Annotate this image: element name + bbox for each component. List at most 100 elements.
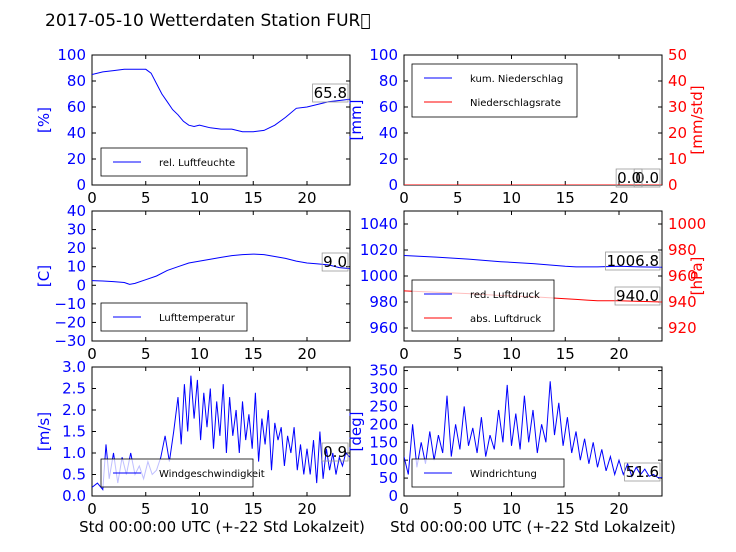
legend-entry: Windgeschwindigkeit bbox=[159, 469, 265, 480]
y-axis-label: [m/s] bbox=[35, 412, 53, 451]
y-tick-label: 300 bbox=[369, 380, 398, 398]
y-tick-label: 0 bbox=[76, 276, 86, 294]
series-line-rel-luftfeuchte bbox=[92, 68, 350, 133]
x-tick-label: 5 bbox=[453, 500, 463, 518]
axes-frame bbox=[403, 366, 663, 497]
current-value-box bbox=[321, 252, 349, 272]
legend-entry: rel. Luftfeuchte bbox=[159, 158, 235, 169]
y-axis-label: [mm] bbox=[347, 100, 365, 141]
x-tick-label: 10 bbox=[190, 500, 209, 518]
y-axis-label: [deg] bbox=[347, 412, 365, 452]
y-tick-label: 960 bbox=[369, 319, 398, 337]
subplot-windspeed: 0 5 10 15 20 0.0 0.5 1.0 1.5 2.0 2.5 3.0 [m/s] Windge… bbox=[35, 358, 351, 518]
y-tick-label: 30 bbox=[67, 221, 86, 239]
y-tick-label: 80 bbox=[67, 72, 86, 90]
legend-entry: abs. Luftdruck bbox=[470, 314, 541, 325]
y-tick-label: 150 bbox=[369, 433, 398, 451]
y-tick-label: 100 bbox=[57, 46, 86, 64]
x-tick-label: 10 bbox=[502, 345, 521, 363]
legend-box bbox=[411, 279, 555, 332]
x-tick-label: 20 bbox=[297, 500, 316, 518]
y-right-axis-label: [mm/std] bbox=[688, 85, 706, 154]
y-right-tick-label: 940 bbox=[668, 293, 697, 311]
y-tick-label: 0 bbox=[388, 176, 398, 194]
axes-frame bbox=[91, 54, 351, 186]
y-right-tick-label: 50 bbox=[668, 46, 687, 64]
series-line-red-luftdruck bbox=[404, 255, 662, 268]
legend-entry: Niederschlagsrate bbox=[470, 98, 561, 109]
y-right-tick-label: 10 bbox=[668, 150, 687, 168]
series-line-lufttemperatur bbox=[92, 253, 350, 285]
y-right-tick-label: 920 bbox=[668, 319, 697, 337]
y-tick-label: 0.5 bbox=[62, 466, 86, 484]
x-tick-label: 10 bbox=[502, 189, 521, 207]
x-tick-label: 5 bbox=[141, 345, 151, 363]
x-tick-label: 0 bbox=[87, 189, 97, 207]
y-tick-label: 980 bbox=[369, 293, 398, 311]
x-tick-label: 5 bbox=[141, 500, 151, 518]
x-axis-label-right: Std 00:00:00 UTC (+-22 Std Lokalzeit) bbox=[390, 518, 676, 536]
current-value-box bbox=[633, 168, 661, 188]
y-tick-label: 1040 bbox=[360, 215, 398, 233]
current-value-label-right: 940.0 bbox=[616, 287, 659, 305]
current-value-label-right: 0.0 bbox=[617, 169, 641, 187]
y-tick-label: 250 bbox=[369, 397, 398, 415]
y-right-axis-label: [hPa] bbox=[688, 257, 706, 296]
x-tick-label: 5 bbox=[453, 345, 463, 363]
y-tick-label: 1.0 bbox=[62, 444, 86, 462]
x-tick-label: 15 bbox=[244, 500, 263, 518]
x-tick-label: 0 bbox=[399, 345, 409, 363]
x-tick-label: 0 bbox=[87, 500, 97, 518]
y-tick-label: 200 bbox=[369, 415, 398, 433]
x-tick-label: 5 bbox=[453, 189, 463, 207]
x-tick-label: 5 bbox=[141, 189, 151, 207]
y-tick-label: 0 bbox=[388, 487, 398, 505]
y-tick-label: 60 bbox=[379, 98, 398, 116]
y-tick-label: −30 bbox=[54, 332, 86, 350]
y-tick-label: −20 bbox=[54, 313, 86, 331]
y-right-tick-label: 980 bbox=[668, 241, 697, 259]
x-tick-label: 15 bbox=[556, 189, 575, 207]
y-tick-label: −10 bbox=[54, 295, 86, 313]
y-axis-label: [C] bbox=[35, 265, 53, 287]
subplot-temperature: 0 5 10 15 20−30−20−10010203040[C]Lufttempera… bbox=[35, 202, 351, 363]
x-tick-label: 0 bbox=[399, 500, 409, 518]
y-right-tick-label: 40 bbox=[668, 72, 687, 90]
legend-entry: Lufttemperatur bbox=[159, 313, 236, 324]
y-tick-label: 350 bbox=[369, 362, 398, 380]
y-tick-label: 3.0 bbox=[62, 358, 86, 376]
x-tick-label: 20 bbox=[609, 500, 628, 518]
current-value-label: 1006.8 bbox=[607, 252, 660, 270]
current-value-box bbox=[321, 442, 349, 462]
y-tick-label: 20 bbox=[379, 150, 398, 168]
subplot-humidity: 0 5 10 15 20 0 20 40 60 80 100 [%] rel. Luftfeuchte 6… bbox=[35, 46, 351, 207]
y-right-tick-label: 0 bbox=[668, 176, 678, 194]
current-value-box bbox=[605, 251, 661, 271]
x-tick-label: 20 bbox=[609, 189, 628, 207]
current-value-box bbox=[312, 83, 349, 103]
x-axis-label-left: Std 00:00:00 UTC (+-22 Std Lokalzeit) bbox=[79, 518, 365, 536]
y-tick-label: 40 bbox=[67, 202, 86, 220]
series-line-windrichtung bbox=[404, 381, 662, 478]
y-right-tick-label: 960 bbox=[668, 267, 697, 285]
y-tick-label: 20 bbox=[67, 239, 86, 257]
subplot-pressure: 0 5 10 15 20 960 980 1000 1020 1040 920 940 960 980 10… bbox=[360, 210, 706, 363]
x-tick-label: 0 bbox=[87, 345, 97, 363]
legend-entry: kum. Niederschlag bbox=[470, 74, 563, 85]
y-tick-label: 20 bbox=[67, 150, 86, 168]
x-tick-label: 15 bbox=[244, 345, 263, 363]
x-tick-label: 20 bbox=[297, 189, 316, 207]
axes-frame bbox=[91, 210, 351, 342]
y-tick-label: 2.5 bbox=[62, 380, 86, 398]
current-value-label: 9.0 bbox=[323, 253, 347, 271]
y-right-tick-label: 1000 bbox=[668, 215, 706, 233]
current-value-label: 0.0 bbox=[635, 169, 659, 187]
x-tick-label: 20 bbox=[297, 345, 316, 363]
x-tick-label: 15 bbox=[244, 189, 263, 207]
y-tick-label: 0 bbox=[76, 176, 86, 194]
figure-title: 2017-05-10 Wetterdaten Station FUR  bbox=[45, 11, 371, 31]
current-value-box-right bbox=[614, 286, 661, 306]
y-tick-label: 50 bbox=[379, 469, 398, 487]
